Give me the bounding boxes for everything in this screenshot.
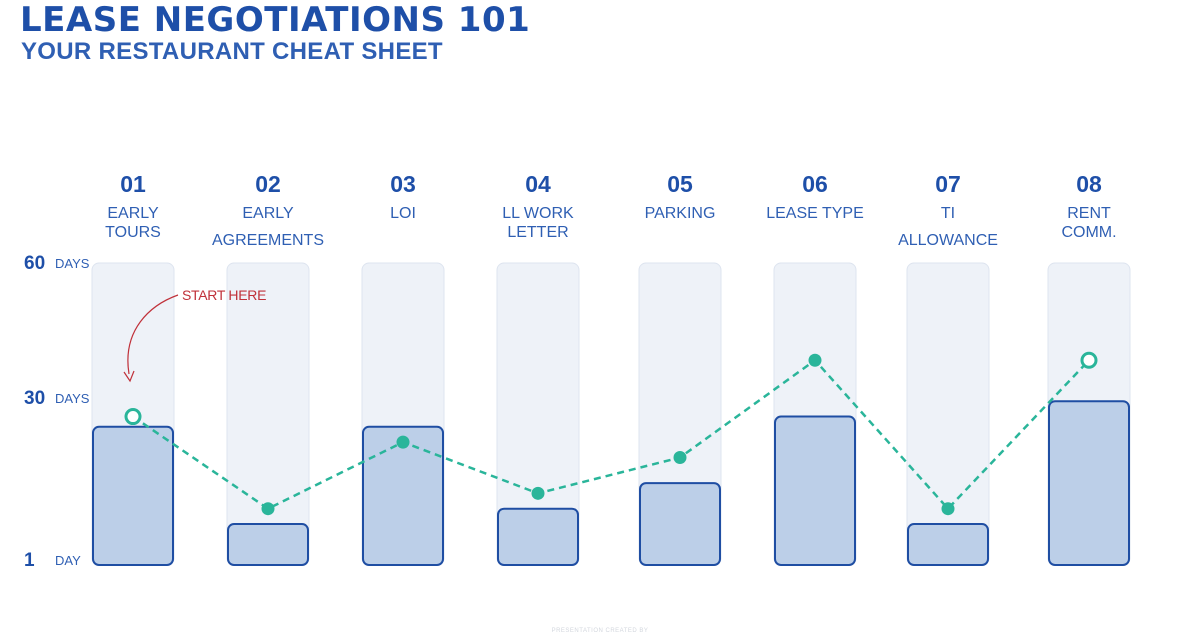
- timeline-point-07: [941, 502, 955, 516]
- timeline-point-08: [1080, 351, 1098, 369]
- column-number-03: 03: [390, 171, 416, 197]
- column-label-03-line1: LOI: [390, 205, 416, 222]
- column-label-05-line1: PARKING: [645, 205, 716, 222]
- column-label-02-line1: EARLY: [242, 205, 294, 222]
- timeline-point-06: [808, 353, 822, 367]
- page-title: LEASE NEGOTIATIONS 101: [20, 0, 531, 40]
- bar-07: [907, 523, 989, 566]
- column-number-06: 06: [802, 171, 828, 197]
- y-tick-60-unit: DAYS: [55, 256, 90, 271]
- column-number-02: 02: [255, 171, 281, 197]
- bar-06: [774, 415, 856, 566]
- timeline-point-05: [673, 451, 687, 465]
- y-tick-60-number: 60: [24, 253, 45, 274]
- column-number-04: 04: [525, 171, 551, 197]
- y-tick-1-number: 1: [24, 550, 35, 571]
- bar-01: [92, 425, 174, 566]
- start-here-arrowhead: [123, 370, 135, 383]
- column-number-07: 07: [935, 171, 961, 197]
- column-label-08-line1: RENT: [1067, 205, 1111, 222]
- column-number-05: 05: [667, 171, 693, 197]
- timeline-dashed-line: [132, 358, 1090, 511]
- column-label-02-line2: AGREEMENTS: [212, 232, 324, 249]
- start-here-arrow: [127, 294, 179, 375]
- timeline-point-04: [531, 486, 545, 500]
- column-track-07: [906, 262, 990, 566]
- page-subtitle: YOUR RESTAURANT CHEAT SHEET: [21, 38, 443, 65]
- timeline-point-02: [261, 502, 275, 516]
- column-label-01-line2: TOURS: [105, 224, 161, 241]
- column-label-08-line2: COMM.: [1061, 224, 1116, 241]
- footer-credit: PRESENTATION CREATED BY: [551, 628, 649, 634]
- bar-05: [639, 482, 721, 566]
- timeline-point-03: [396, 435, 410, 449]
- bar-08: [1048, 400, 1130, 567]
- column-label-07-line2: ALLOWANCE: [898, 232, 998, 249]
- column-label-04-line2: LETTER: [507, 224, 568, 241]
- y-tick-30-unit: DAYS: [55, 391, 90, 406]
- bar-02: [227, 523, 309, 566]
- start-here-annotation: START HERE: [182, 287, 266, 303]
- column-track-02: [226, 262, 310, 566]
- column-label-04-line1: LL WORK: [502, 205, 574, 222]
- column-label-06-line1: LEASE TYPE: [766, 205, 864, 222]
- y-tick-1-unit: DAY: [55, 553, 81, 568]
- y-tick-30-number: 30: [24, 388, 45, 409]
- column-label-07-line1: TI: [941, 205, 955, 222]
- column-number-08: 08: [1076, 171, 1102, 197]
- bar-03: [362, 425, 444, 566]
- column-number-01: 01: [120, 171, 146, 197]
- bar-04: [497, 507, 579, 566]
- column-label-01-line1: EARLY: [107, 205, 159, 222]
- timeline-point-01: [124, 408, 142, 426]
